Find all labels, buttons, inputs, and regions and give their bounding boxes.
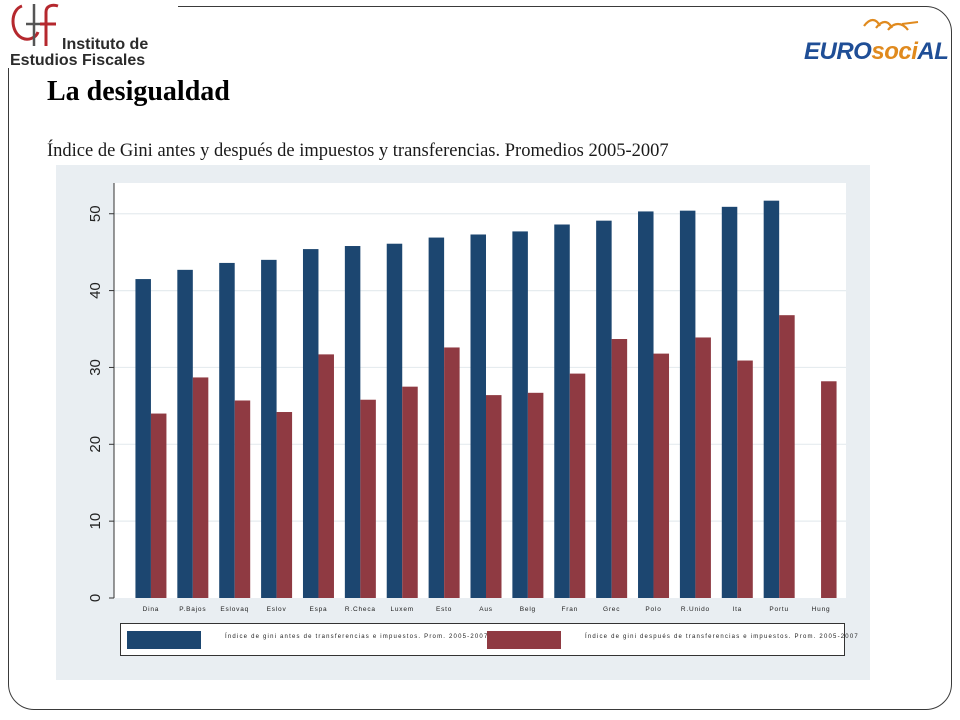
x-tick-label: Aus (479, 606, 493, 613)
x-tick-label: R.Unido (681, 606, 710, 613)
x-tick-label: Portu (769, 606, 789, 613)
bar-after (653, 353, 670, 598)
legend-label-before: Índice de gini antes de transferencias e… (225, 634, 489, 640)
y-tick-label: 10 (87, 513, 104, 530)
x-tick-label: Esto (436, 606, 452, 613)
bar-before (302, 249, 319, 598)
eurosocial-part2: soci (871, 38, 918, 65)
legend-label-after: Índice de gini después de transferencias… (585, 634, 859, 640)
bar-after (527, 392, 544, 598)
bar-before (344, 246, 361, 598)
gini-bar-chart: 0 10 20 30 40 50 Dina P.Bajos Eslovaq Eslov Espa R.… (87, 183, 846, 613)
bar-before (554, 224, 570, 598)
bar-before (596, 220, 612, 598)
bar-after (276, 412, 293, 598)
eurosocial-swoosh-icon (863, 18, 919, 31)
bar-before (763, 200, 780, 598)
chart-subtitle: Índice de Gini antes y después de impues… (47, 141, 669, 161)
bar-after (192, 377, 209, 598)
x-tick-label: Fran (561, 606, 578, 613)
x-tick-label: P.Bajos (179, 606, 206, 613)
bar-before (261, 259, 277, 598)
bar-after (444, 347, 460, 598)
y-tick-label: 0 (87, 594, 104, 602)
x-tick-label: Luxem (390, 606, 414, 613)
bar-after (234, 400, 251, 598)
x-tick-label: Eslovaq (220, 606, 249, 613)
bar-after (737, 360, 753, 598)
bar-before (177, 269, 193, 598)
x-tick-label: Grec (603, 606, 620, 613)
bar-after (611, 339, 628, 598)
bar-after (695, 337, 711, 598)
x-tick-label: Polo (645, 606, 661, 613)
chart-legend: Índice de gini antes de transferencias e… (120, 623, 858, 656)
bar-after (318, 354, 334, 598)
y-tick-label: 20 (87, 436, 104, 453)
x-tick-label: Belg (520, 606, 536, 613)
eurosocial-part1: EURO (804, 38, 872, 65)
bar-before (721, 206, 738, 598)
y-tick-label: 50 (87, 205, 104, 222)
bar-after (569, 373, 586, 598)
instituto-estudios-fiscales-logo: Instituto de Estudios Fiscales (8, 2, 178, 69)
x-tick-label: Eslov (267, 606, 287, 613)
eurosocial-part3: AL (917, 38, 949, 65)
bar-before (512, 231, 528, 598)
x-tick-label: Espa (309, 606, 327, 613)
x-tick-label: Dina (143, 606, 160, 613)
bar-after (821, 381, 837, 598)
bar-after (150, 413, 167, 598)
bar-after (360, 399, 376, 598)
bar-after (486, 395, 502, 598)
bar-after (779, 315, 795, 598)
y-tick-label: 30 (87, 359, 104, 376)
x-tick-label: Ita (732, 606, 742, 613)
ief-logo-line1: Instituto de (62, 36, 149, 53)
ief-logo-line2: Estudios Fiscales (10, 52, 146, 69)
bar-before (679, 210, 696, 598)
bar-before (470, 234, 486, 599)
legend-swatch-before (127, 631, 201, 649)
ief-logo-mark-icon (11, 3, 59, 46)
bar-after (402, 386, 418, 598)
bar-before (428, 237, 445, 598)
x-tick-label: R.Checa (345, 606, 376, 613)
eurosocial-logo: EUROsociAL (804, 18, 949, 68)
bar-before (135, 279, 151, 598)
bar-before (386, 243, 403, 598)
x-tick-label: Hung (812, 606, 831, 613)
y-tick-label: 40 (87, 282, 104, 299)
legend-swatch-after (487, 631, 561, 649)
eurosocial-wordmark: EUROsociAL (804, 38, 949, 66)
chart-panel: 0 10 20 30 40 50 Dina P.Bajos Eslovaq Eslov Espa R.… (56, 165, 870, 680)
bar-before (219, 262, 235, 598)
page-title: La desigualdad (47, 76, 230, 107)
bar-before (638, 211, 654, 598)
